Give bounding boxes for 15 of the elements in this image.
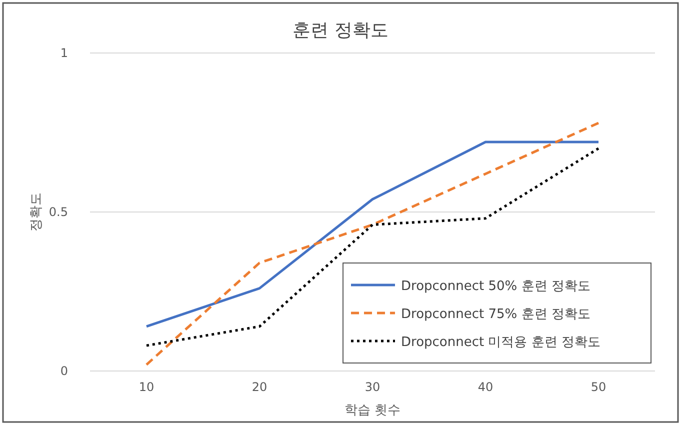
line-series xyxy=(145,122,600,366)
legend-label: Dropconnect 50% 훈련 정확도 xyxy=(401,279,590,294)
legend-label: Dropconnect 미적용 훈련 정확도 xyxy=(401,335,600,350)
chart-title: 훈련 정확도 xyxy=(292,20,388,41)
y-tick-label: 1 xyxy=(60,46,68,60)
x-tick-label: 30 xyxy=(364,380,380,394)
y-tick-label: 0 xyxy=(60,364,68,378)
y-tick-label: 0.5 xyxy=(48,205,68,219)
x-tick-label: 20 xyxy=(252,380,268,394)
x-tick-label: 10 xyxy=(138,380,154,394)
x-tick-label: 40 xyxy=(478,380,494,394)
x-axis-title: 학습 횟수 xyxy=(344,403,401,418)
legend-label: Dropconnect 75% 훈련 정확도 xyxy=(401,307,590,322)
y-axis-title: 정확도 xyxy=(29,192,44,232)
x-tick-label: 50 xyxy=(590,380,606,394)
